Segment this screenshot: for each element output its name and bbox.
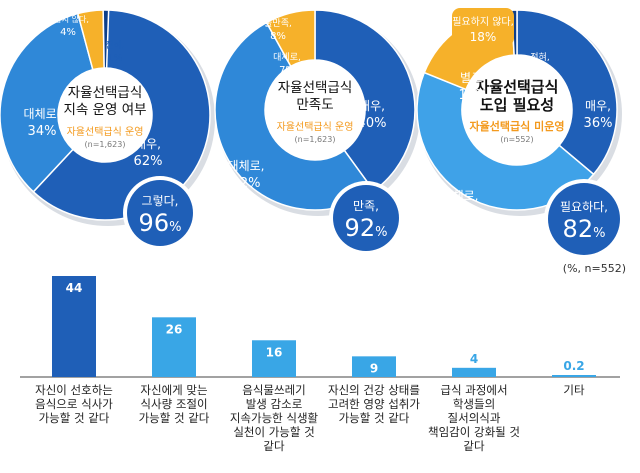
callout-value: 82%: [563, 215, 606, 243]
donut-subtitle: 자율선택급식 미운영: [470, 119, 565, 133]
callout-value-number: 82: [563, 215, 594, 243]
donut-title-line2: 지속 운영 여부: [63, 102, 146, 118]
bar: [352, 356, 396, 377]
bar-value: 44: [66, 281, 83, 295]
callout-value-unit: %: [169, 220, 181, 235]
bar-chart-note: (%, n=552): [562, 262, 626, 275]
callout-bubble: [127, 180, 193, 246]
slice-label: 매우,: [359, 99, 385, 113]
slice-label: 불만족,: [264, 18, 292, 29]
bar-category-label: 자신의 건강 상태를 고려한 영양 섭취가 가능할 것 같다: [328, 383, 420, 425]
slice-label: 전혀,: [105, 40, 124, 51]
slice-label: 별로,: [460, 71, 486, 85]
slice-value: 8%: [270, 31, 286, 42]
slice-value: 40%: [358, 116, 387, 131]
callout-bubble: [333, 185, 399, 251]
donut-hole: [265, 60, 365, 160]
bar-value: 26: [166, 322, 183, 336]
bar-value: 16: [266, 345, 283, 359]
slice-value: 4%: [60, 27, 76, 38]
slice-value: 18%: [459, 88, 488, 103]
slice-value: 45%: [446, 206, 475, 221]
donut-title-line1: 자율선택급식: [68, 85, 143, 101]
bar: [452, 367, 496, 377]
donut-hole: [462, 55, 572, 165]
bar-category-label: 자신에게 맞는 식사량 조절이 가능할 것 같다: [138, 383, 210, 425]
slice-value: 1%: [107, 53, 123, 64]
outer-label-text: 필요하지 않다,: [452, 15, 514, 28]
donut-title-line1: 자율선택급식: [278, 80, 353, 96]
bar-value: 9: [370, 361, 378, 375]
slice-value: 7%: [279, 65, 295, 76]
bar: [152, 317, 196, 377]
bar-value: 4: [470, 352, 478, 366]
bar-chart: 44 26 16 9 4 0.2: [20, 276, 620, 378]
callout-value: 92%: [345, 214, 388, 242]
donut-subtitle: 자율선택급식 운영: [277, 121, 354, 133]
bar: [252, 340, 296, 377]
bar-category-label: 자신이 선호하는 음식으로 식사가 가능할 것 같다: [35, 383, 113, 425]
slice-label: 대체로,: [273, 52, 301, 63]
outer-label-value: 18%: [470, 30, 497, 44]
donut-title: 자율선택급식 만족도: [278, 80, 353, 113]
slice-label: 대체로,: [442, 189, 479, 203]
donut-hole: [58, 68, 152, 162]
donut-title: 자율선택급식 도입 필요성: [476, 78, 559, 114]
donut-title-line2: 만족도: [296, 97, 333, 113]
slice-value: 62%: [134, 154, 163, 169]
bar-category-label: 기타: [563, 383, 585, 397]
callout-label: 필요하다,: [560, 200, 608, 214]
callout-value: 96%: [139, 209, 182, 237]
slice-label: 대체로,: [24, 107, 61, 121]
bar-value: 0.2: [563, 359, 584, 373]
slice-value: 52%: [232, 176, 261, 191]
bar-category-label: 음식물쓰레기 발생 감소로 지속가능한 식생활 실천이 가능할 것 같다: [229, 383, 319, 453]
bar: [552, 375, 596, 377]
callout-value-number: 92: [345, 214, 376, 242]
donut-n: (n=1,623): [295, 135, 336, 144]
slice-value: 36%: [584, 116, 613, 131]
donut-title: 자율선택급식 지속 운영 여부: [63, 85, 146, 118]
slice-label: 매우,: [135, 137, 161, 151]
slice-value: 0%: [532, 65, 548, 76]
donut-n: (n=552): [500, 135, 533, 144]
bar-category-label: 급식 과정에서 학생들의 질서의식과 책임감이 강화될 것 같다: [428, 383, 520, 453]
bar: [52, 276, 96, 377]
slice-label: 전혀,: [530, 52, 549, 63]
slice-value: 34%: [28, 124, 57, 139]
callout-value-number: 96: [139, 209, 170, 237]
callout-value-unit: %: [375, 225, 387, 240]
outer-label: 필요하지 않다, 18%: [452, 8, 514, 46]
callout-label: 그렇다,: [142, 193, 179, 208]
outer-label-box: [452, 8, 514, 46]
callout-label: 만족,: [353, 199, 379, 213]
donut-title-line2: 도입 필요성: [480, 96, 554, 114]
slice-label: 매우,: [585, 99, 611, 113]
donut-n: (n=1,623): [85, 140, 126, 149]
callout-bubble: [548, 183, 620, 255]
donut-title-line1: 자율선택급식: [476, 78, 559, 96]
callout-value-unit: %: [593, 226, 605, 241]
donut-subtitle: 자율선택급식 운영: [67, 126, 144, 138]
slice-label: 그렇지 않다,: [47, 14, 89, 24]
slice-label: 대체로,: [228, 159, 265, 173]
